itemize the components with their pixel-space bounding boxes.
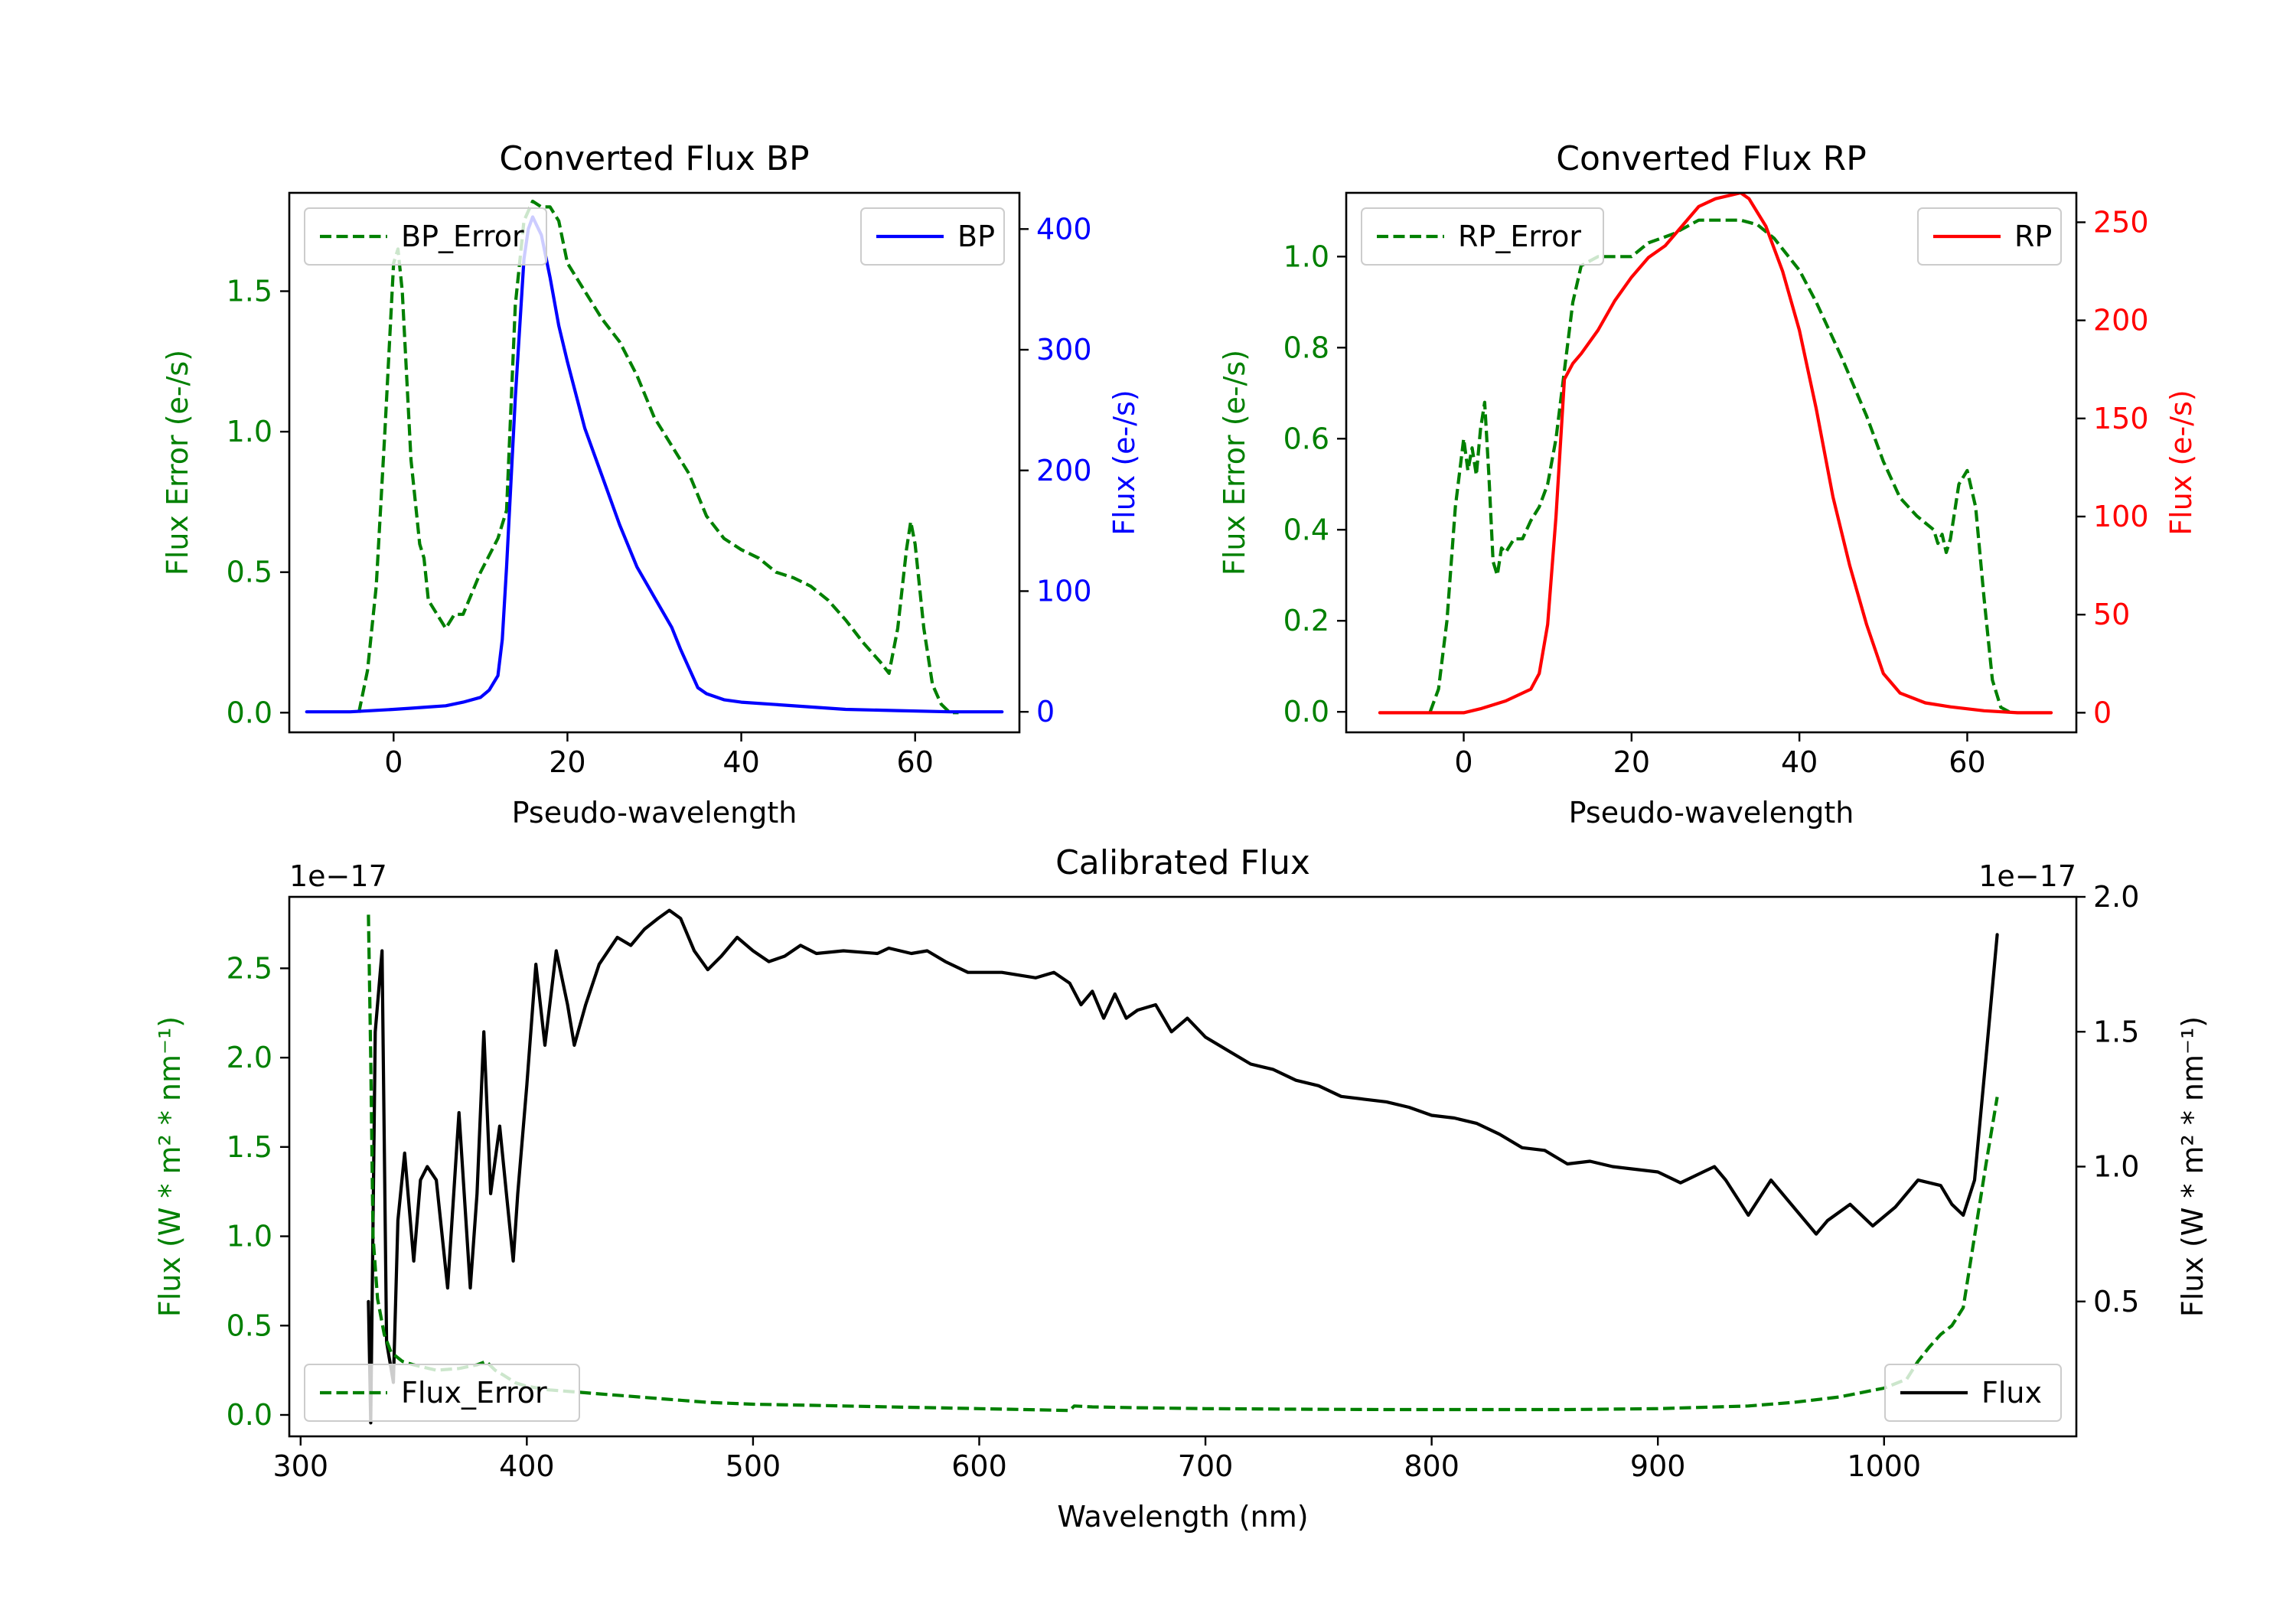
x-tick-label: 800 bbox=[1404, 1449, 1459, 1483]
chart-0-axes-frame bbox=[288, 191, 1021, 734]
y-right-tick-label: 100 bbox=[2093, 500, 2149, 533]
chart-1-converted-flux-rp: 0 20 40 60 0.0 0.2 0.4 0.6 0.8 1.0 0 50 100 150 200 250… bbox=[1218, 139, 2198, 830]
offset-text-right: 1e−17 bbox=[1978, 859, 2076, 893]
y-right-tick-label: 50 bbox=[2093, 598, 2130, 631]
legend-label: Flux bbox=[1981, 1376, 2042, 1410]
legend-label: RP_Error bbox=[1458, 220, 1581, 253]
y-right-tick-label: 0 bbox=[1036, 695, 1055, 729]
y-left-axis-label: Flux Error (e-/s) bbox=[1218, 350, 1251, 575]
legend-label: Flux_Error bbox=[401, 1376, 547, 1410]
y-right-tick-label: 150 bbox=[2093, 402, 2149, 435]
legend-flux-error: Flux_Error bbox=[304, 1364, 580, 1422]
chart-1-series-group bbox=[1378, 193, 2053, 715]
legend-box bbox=[1361, 207, 1604, 266]
x-tick-label: 0 bbox=[384, 745, 403, 779]
legend-label: BP_Error bbox=[401, 220, 524, 253]
x-tick-label: 20 bbox=[549, 745, 585, 779]
x-tick-label: 1000 bbox=[1847, 1449, 1921, 1483]
x-tick-label: 400 bbox=[499, 1449, 555, 1483]
y-left-tick-label: 0.2 bbox=[1283, 604, 1329, 637]
legend-box bbox=[304, 207, 547, 266]
y-right-tick-label: 2.0 bbox=[2093, 880, 2139, 914]
y-right-tick-label: 0 bbox=[2093, 696, 2112, 729]
y-left-tick-label: 0.5 bbox=[227, 1309, 272, 1342]
legend-rp: RP bbox=[1917, 207, 2062, 266]
x-tick-label: 300 bbox=[273, 1449, 329, 1483]
y-right-tick-label: 400 bbox=[1036, 212, 1092, 246]
legend-bp-error: BP_Error bbox=[304, 207, 547, 266]
x-tick-label: 700 bbox=[1178, 1449, 1234, 1483]
chart-2-calibrated-flux: 300 400 500 600 700 800 900 1000 0.0 0.5 1.0 1.5 2.0… bbox=[153, 843, 2210, 1534]
y-left-tick-label: 1.5 bbox=[227, 275, 272, 308]
y-right-tick-label: 1.5 bbox=[2093, 1015, 2139, 1048]
y-left-tick-label: 0.8 bbox=[1283, 331, 1329, 364]
offset-text-left: 1e−17 bbox=[289, 859, 387, 893]
x-tick-label: 60 bbox=[1949, 745, 1985, 779]
x-tick-label: 600 bbox=[951, 1449, 1007, 1483]
y-right-tick-label: 100 bbox=[1036, 574, 1092, 608]
y-left-tick-label: 2.0 bbox=[227, 1041, 272, 1074]
series-line-rp-error bbox=[1428, 218, 2011, 714]
x-tick-label: 20 bbox=[1613, 745, 1650, 779]
y-left-axis-label: Flux Error (e-/s) bbox=[161, 350, 194, 575]
legend-flux: Flux bbox=[1884, 1364, 2062, 1422]
y-left-tick-label: 0.0 bbox=[227, 696, 272, 729]
chart-2-series-group bbox=[367, 908, 1999, 1425]
chart-2-axes-frame bbox=[288, 895, 2078, 1438]
series-line-bp-error bbox=[357, 199, 959, 715]
series-line-rp bbox=[1378, 193, 2053, 715]
y-right-axis-label: Flux (e-/s) bbox=[2164, 390, 2198, 535]
y-left-tick-label: 0.4 bbox=[1283, 513, 1329, 546]
y-right-tick-label: 300 bbox=[1036, 333, 1092, 367]
series-line-flux bbox=[367, 908, 1999, 1425]
y-left-axis-label: Flux (W * m² * nm⁻¹) bbox=[153, 1016, 187, 1317]
x-tick-label: 40 bbox=[1781, 745, 1818, 779]
x-axis-label: Pseudo-wavelength bbox=[1569, 796, 1854, 830]
y-left-tick-label: 0.5 bbox=[227, 556, 272, 589]
series-line-bp bbox=[305, 215, 1004, 714]
legend-bp: BP bbox=[860, 207, 1005, 266]
x-tick-label: 0 bbox=[1454, 745, 1473, 779]
chart-title: Converted Flux RP bbox=[1556, 139, 1867, 178]
y-right-tick-label: 200 bbox=[1036, 454, 1092, 487]
y-left-tick-label: 1.5 bbox=[227, 1130, 272, 1164]
y-right-axis-label: Flux (W * m² * nm⁻¹) bbox=[2176, 1016, 2210, 1317]
x-axis-label: Wavelength (nm) bbox=[1057, 1500, 1308, 1534]
x-tick-label: 60 bbox=[897, 745, 934, 779]
y-left-tick-label: 1.0 bbox=[1283, 240, 1329, 273]
legend-rp-error: RP_Error bbox=[1361, 207, 1604, 266]
y-right-tick-label: 1.0 bbox=[2093, 1150, 2139, 1184]
legend-box bbox=[1884, 1364, 2062, 1422]
legend-box bbox=[304, 1364, 580, 1422]
y-left-tick-label: 0.0 bbox=[227, 1398, 272, 1432]
legend-label: BP bbox=[957, 220, 995, 253]
y-right-tick-label: 200 bbox=[2093, 304, 2149, 337]
chart-1-axes-frame bbox=[1345, 191, 2078, 734]
y-left-tick-label: 2.5 bbox=[227, 951, 272, 985]
x-tick-label: 500 bbox=[726, 1449, 781, 1483]
chart-0-converted-flux-bp: 0 20 40 60 0.0 0.5 1.0 1.5 0 100 200 300 400 Converte… bbox=[161, 139, 1141, 830]
series-line-flux-error bbox=[367, 914, 1999, 1413]
chart-title: Converted Flux BP bbox=[499, 139, 809, 178]
x-tick-label: 900 bbox=[1630, 1449, 1686, 1483]
chart-title: Calibrated Flux bbox=[1055, 843, 1310, 882]
y-right-tick-label: 0.5 bbox=[2093, 1285, 2139, 1319]
y-left-tick-label: 1.0 bbox=[227, 1220, 272, 1253]
y-left-tick-label: 0.6 bbox=[1283, 422, 1329, 455]
y-left-tick-label: 0.0 bbox=[1283, 695, 1329, 729]
y-right-tick-label: 250 bbox=[2093, 205, 2149, 239]
y-left-tick-label: 1.0 bbox=[227, 415, 272, 448]
x-tick-label: 40 bbox=[722, 745, 759, 779]
y-right-axis-label: Flux (e-/s) bbox=[1107, 390, 1141, 535]
legend-label: RP bbox=[2014, 220, 2052, 253]
x-axis-label: Pseudo-wavelength bbox=[512, 796, 797, 830]
chart-0-series-group bbox=[305, 199, 1004, 715]
